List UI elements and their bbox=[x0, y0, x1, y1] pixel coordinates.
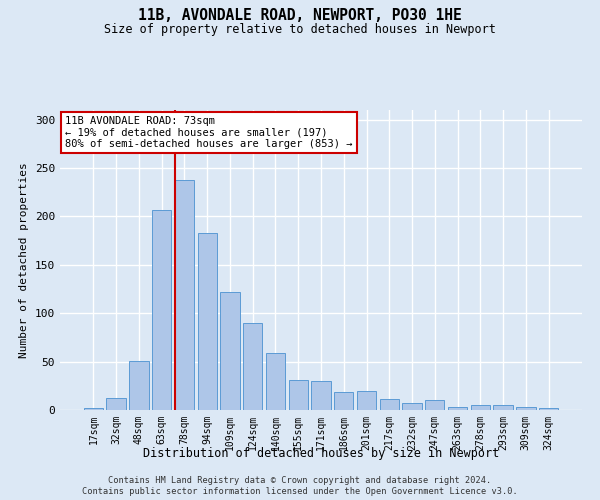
Bar bbox=[334, 392, 353, 410]
Bar bbox=[106, 398, 126, 410]
Bar bbox=[493, 405, 513, 410]
Bar bbox=[129, 360, 149, 410]
Bar bbox=[311, 381, 331, 410]
Text: 11B, AVONDALE ROAD, NEWPORT, PO30 1HE: 11B, AVONDALE ROAD, NEWPORT, PO30 1HE bbox=[138, 8, 462, 22]
Bar bbox=[539, 408, 558, 410]
Bar bbox=[197, 233, 217, 410]
Bar bbox=[152, 210, 172, 410]
Bar bbox=[243, 323, 262, 410]
Bar bbox=[516, 407, 536, 410]
Bar bbox=[357, 390, 376, 410]
Text: Contains HM Land Registry data © Crown copyright and database right 2024.: Contains HM Land Registry data © Crown c… bbox=[109, 476, 491, 485]
Bar bbox=[84, 408, 103, 410]
Text: Contains public sector information licensed under the Open Government Licence v3: Contains public sector information licen… bbox=[82, 488, 518, 496]
Bar bbox=[470, 405, 490, 410]
Bar bbox=[425, 400, 445, 410]
Text: 11B AVONDALE ROAD: 73sqm
← 19% of detached houses are smaller (197)
80% of semi-: 11B AVONDALE ROAD: 73sqm ← 19% of detach… bbox=[65, 116, 353, 149]
Y-axis label: Number of detached properties: Number of detached properties bbox=[19, 162, 29, 358]
Bar bbox=[175, 180, 194, 410]
Bar bbox=[220, 292, 239, 410]
Bar bbox=[380, 400, 399, 410]
Text: Distribution of detached houses by size in Newport: Distribution of detached houses by size … bbox=[143, 448, 499, 460]
Text: Size of property relative to detached houses in Newport: Size of property relative to detached ho… bbox=[104, 22, 496, 36]
Bar bbox=[403, 403, 422, 410]
Bar bbox=[289, 380, 308, 410]
Bar bbox=[448, 407, 467, 410]
Bar bbox=[266, 353, 285, 410]
